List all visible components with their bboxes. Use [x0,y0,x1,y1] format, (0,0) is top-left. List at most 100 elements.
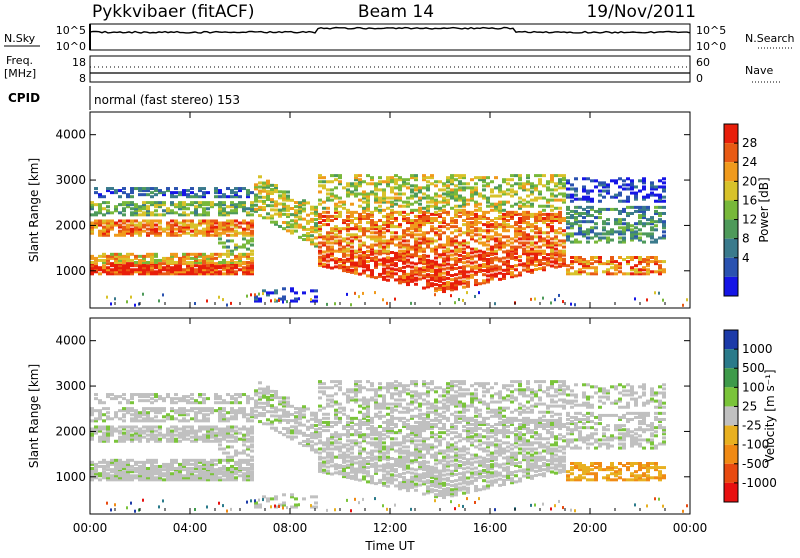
power-cell [154,219,158,222]
power-cell [246,232,250,235]
power-cell [134,219,138,222]
power-cell [362,251,366,254]
power-cell [526,201,530,204]
power-cell [514,211,518,214]
power-cell [422,192,426,195]
power-cell [510,265,514,268]
power-cell [378,188,382,191]
power-cell [130,187,134,190]
velocity-cell [290,419,294,422]
power-cell [394,244,398,247]
velocity-cell [230,415,234,418]
power-cell [634,206,638,209]
power-cell [90,213,94,216]
power-cell [566,187,570,190]
velocity-cell [246,459,250,462]
power-cell [158,259,162,262]
power-cell [526,180,530,183]
power-cell [330,235,334,238]
power-cell [618,256,622,259]
power-cell [298,236,302,239]
power-cell [566,220,570,223]
power-cell [306,220,310,223]
velocity-cell [94,417,98,420]
power-cell [366,264,370,267]
power-cell [322,263,326,266]
velocity-cell [318,431,322,434]
power-cell [510,174,514,177]
power-cell [262,196,266,199]
freq-tick-top: 18 [72,56,86,69]
power-cell [258,181,262,184]
velocity-cell [222,470,226,473]
velocity-cell [110,459,114,462]
power-cell [118,219,122,222]
power-cell [366,246,370,249]
power-cell [538,267,542,270]
velocity-cell [346,388,350,391]
velocity-cell [138,461,142,464]
velocity-cell [150,425,154,428]
velocity-cell [322,413,326,416]
power-cell [98,230,102,233]
power-cell [638,179,642,182]
velocity-cell [362,413,366,416]
power-cell [486,197,490,200]
velocity-cell [190,401,194,404]
power-cell [594,179,598,182]
power-cell [570,272,574,275]
power-cell [410,302,412,305]
power-cell [202,187,206,190]
power-cell [430,197,434,200]
power-cell [178,213,182,216]
power-cell [242,266,246,269]
velocity-cell [282,419,286,422]
power-cell [190,211,194,214]
velocity-cell [178,463,182,466]
power-cell [662,299,664,302]
power-cell [626,212,630,215]
power-cell [534,184,538,187]
velocity-cell [154,407,158,410]
power-cell [374,244,378,247]
power-cell [370,182,374,185]
power-cell [494,244,498,247]
power-cell [370,251,374,254]
power-cell [586,236,590,239]
power-cell [134,255,138,258]
power-cell [206,255,210,258]
power-cell [454,246,458,249]
power-cell [278,194,282,197]
power-cell [470,255,474,258]
velocity-cell [238,428,242,431]
power-cell [502,190,506,193]
power-cell [582,208,586,211]
power-cell [222,264,226,267]
power-cell [214,195,218,198]
power-cell [522,211,526,214]
power-cell [218,201,222,204]
velocity-cell [158,407,162,410]
power-cell [458,270,462,273]
power-cell [226,246,230,249]
power-cell [514,190,518,193]
velocity-cell [342,407,346,410]
power-cell [434,211,438,214]
power-cell [462,186,466,189]
velocity-cell [190,459,194,462]
velocity-cell [366,427,370,430]
power-cell [634,222,638,225]
velocity-cell [294,497,298,500]
velocity-cell [254,414,258,417]
power-cell [182,201,186,204]
power-cell [566,194,570,197]
power-cell [350,182,354,185]
power-cell [130,296,132,299]
velocity-cell [222,428,226,431]
power-cell [458,186,462,189]
power-cell [610,228,614,231]
power-cell [246,189,250,192]
velocity-cell [326,413,330,416]
power-colorbar-label-value: 16 [742,193,757,207]
power-cell [190,264,194,267]
